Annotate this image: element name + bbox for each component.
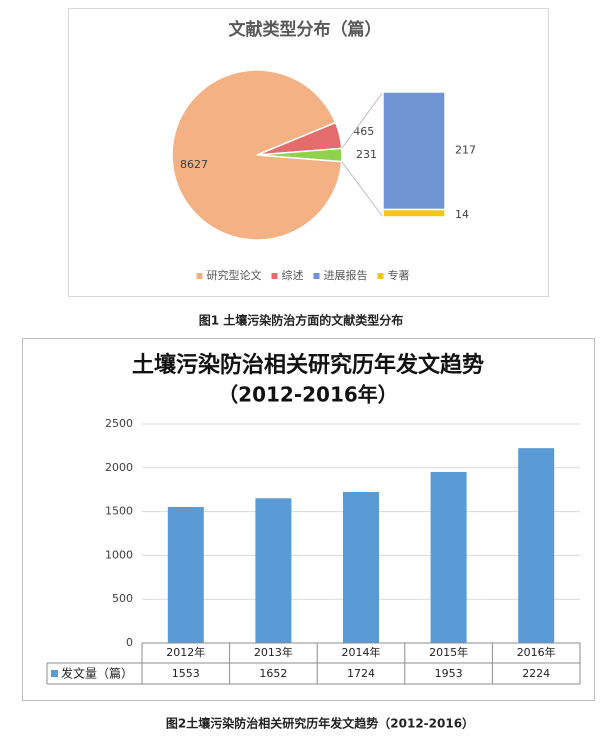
legend-label: 发文量（篇） bbox=[61, 666, 133, 681]
data-label: 14 bbox=[455, 208, 469, 221]
bar-segment bbox=[382, 208, 446, 218]
bar bbox=[518, 448, 555, 643]
caption: 图2土壤污染防治相关研究历年发文趋势（2012-2016） bbox=[166, 716, 474, 731]
table-value: 2224 bbox=[522, 667, 550, 680]
connector bbox=[341, 161, 384, 218]
table-value: 1553 bbox=[172, 667, 200, 680]
data-label: 231 bbox=[356, 148, 377, 161]
table-value: 1953 bbox=[435, 667, 463, 680]
table-value: 1652 bbox=[259, 667, 287, 680]
bar bbox=[167, 506, 204, 643]
legend-swatch bbox=[196, 273, 203, 279]
x-tick-label: 2014年 bbox=[342, 645, 381, 659]
x-tick-label: 2012年 bbox=[166, 645, 205, 659]
legend-swatch bbox=[377, 273, 384, 279]
caption: 图1 土壤污染防治方面的文献类型分布 bbox=[199, 313, 404, 328]
bar-segment bbox=[382, 91, 446, 211]
table-value: 1724 bbox=[347, 667, 375, 680]
bar bbox=[430, 471, 467, 643]
bar bbox=[255, 498, 292, 643]
legend-swatch bbox=[51, 670, 58, 677]
y-tick-label: 0 bbox=[126, 636, 133, 649]
legend-swatch bbox=[271, 273, 278, 279]
chart-frame bbox=[22, 338, 595, 701]
legend-label: 综述 bbox=[282, 268, 304, 282]
y-tick-label: 500 bbox=[112, 592, 133, 605]
connector bbox=[341, 91, 384, 149]
chart-subtitle: （2012-2016年） bbox=[218, 383, 398, 407]
legend-label: 专著 bbox=[388, 268, 410, 282]
legend-label: 进展报告 bbox=[324, 268, 368, 282]
legend-label: 研究型论文 bbox=[207, 268, 262, 282]
pie-slice bbox=[256, 147, 343, 163]
bar bbox=[343, 491, 379, 643]
x-tick-label: 2016年 bbox=[517, 645, 556, 659]
y-tick-label: 2500 bbox=[105, 417, 133, 430]
x-tick-label: 2015年 bbox=[429, 645, 468, 659]
y-tick-label: 1500 bbox=[105, 505, 133, 518]
y-tick-label: 1000 bbox=[105, 548, 133, 561]
data-label: 8627 bbox=[180, 158, 208, 171]
y-tick-label: 2000 bbox=[105, 461, 133, 474]
chart-title: 文献类型分布（篇） bbox=[229, 19, 382, 40]
legend-swatch bbox=[313, 273, 320, 279]
data-label: 217 bbox=[455, 144, 476, 157]
x-tick-label: 2013年 bbox=[254, 645, 293, 659]
chart-title: 土壤污染防治相关研究历年发文趋势 bbox=[132, 352, 484, 378]
data-label: 465 bbox=[353, 125, 374, 138]
